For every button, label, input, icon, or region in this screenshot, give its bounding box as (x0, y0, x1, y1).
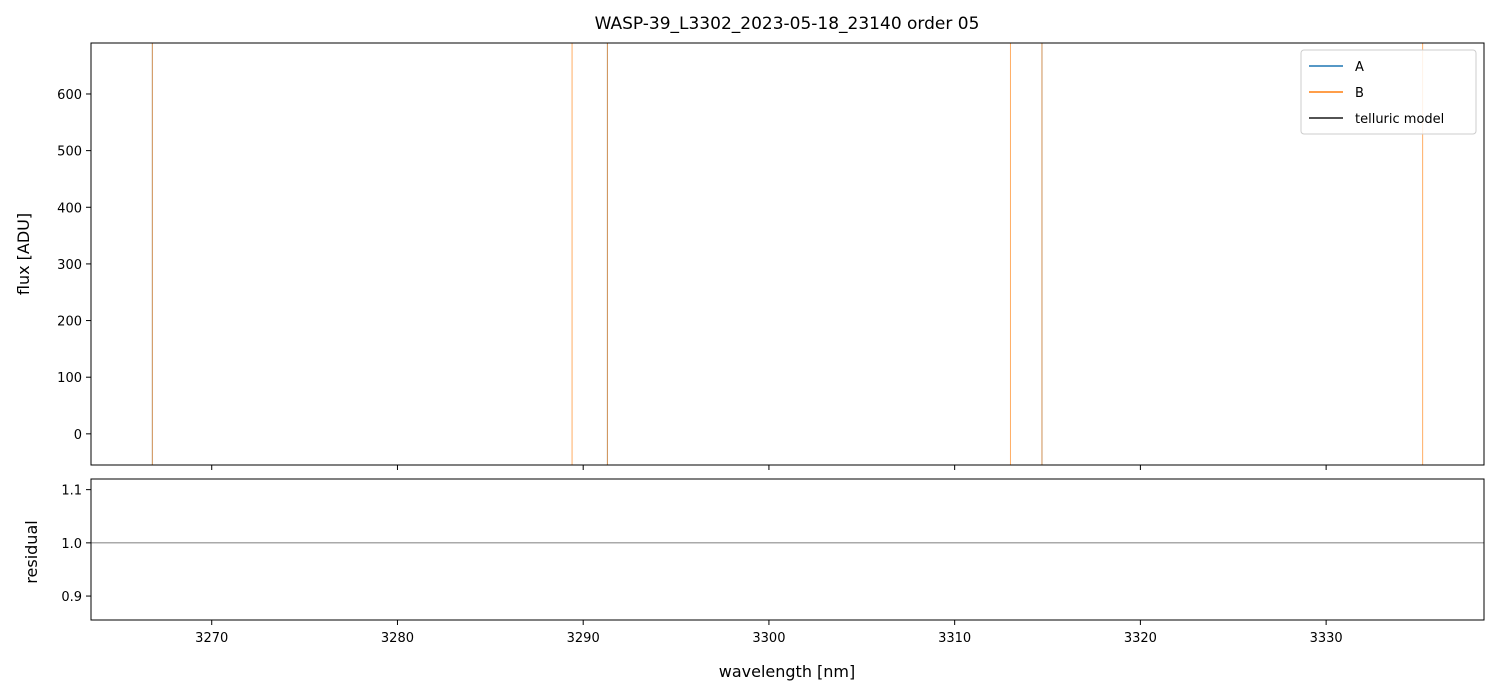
legend-label-a: A (1355, 60, 1364, 75)
x-tick-label-3310: 3310 (938, 631, 971, 646)
flux-panel: 0 100 200 300 400 500 600 flux [ADU] A B tellu… (14, 42, 1485, 470)
residual-y-tick-label-2: 1.1 (61, 484, 82, 499)
residual-y-tick-label-0: 0.9 (61, 590, 82, 605)
flux-y-tick-label-100: 100 (57, 371, 82, 386)
x-tick-label-3320: 3320 (1124, 631, 1157, 646)
x-tick-label-3300: 3300 (752, 631, 785, 646)
flux-y-ticks: 0 100 200 300 400 500 600 (57, 88, 91, 443)
flux-y-tick-label-400: 400 (57, 201, 82, 216)
residual-data-area (91, 542, 1484, 544)
legend-box (1300, 49, 1477, 135)
flux-y-tick-label-300: 300 (57, 258, 82, 273)
x-tick-label-3290: 3290 (567, 631, 600, 646)
residual-y-axis-label: residual (22, 520, 41, 583)
legend: A B telluric model (1300, 49, 1477, 135)
flux-y-tick-label-500: 500 (57, 145, 82, 160)
x-axis-label: wavelength [nm] (719, 662, 856, 681)
residual-panel: 0.9 1.0 1.1 3270 3280 3290 3300 3310 3320 3330 r… (22, 478, 1485, 681)
x-tick-label-3330: 3330 (1310, 631, 1343, 646)
legend-label-b: B (1355, 86, 1364, 101)
flux-y-tick-label-200: 200 (57, 315, 82, 330)
x-tick-label-3270: 3270 (195, 631, 228, 646)
residual-x-ticks: 3270 3280 3290 3300 3310 3320 3330 (195, 620, 1343, 646)
outlier-spikes (151, 43, 1424, 465)
flux-axes-frame (90, 42, 1485, 466)
flux-y-tick-label-0: 0 (74, 428, 82, 443)
flux-y-tick-label-600: 600 (57, 88, 82, 103)
chart-title: WASP-39_L3302_2023-05-18_23140 order 05 (595, 14, 980, 34)
flux-x-ticks (211, 465, 1327, 470)
residual-y-tick-label-1: 1.0 (61, 537, 82, 552)
residual-axes-frame (90, 478, 1485, 621)
residual-y-ticks: 0.9 1.0 1.1 (61, 484, 91, 605)
x-tick-label-3280: 3280 (381, 631, 414, 646)
legend-label-telluric-model: telluric model (1355, 112, 1444, 127)
flux-y-axis-label: flux [ADU] (14, 213, 33, 295)
flux-data-area (151, 43, 1424, 465)
